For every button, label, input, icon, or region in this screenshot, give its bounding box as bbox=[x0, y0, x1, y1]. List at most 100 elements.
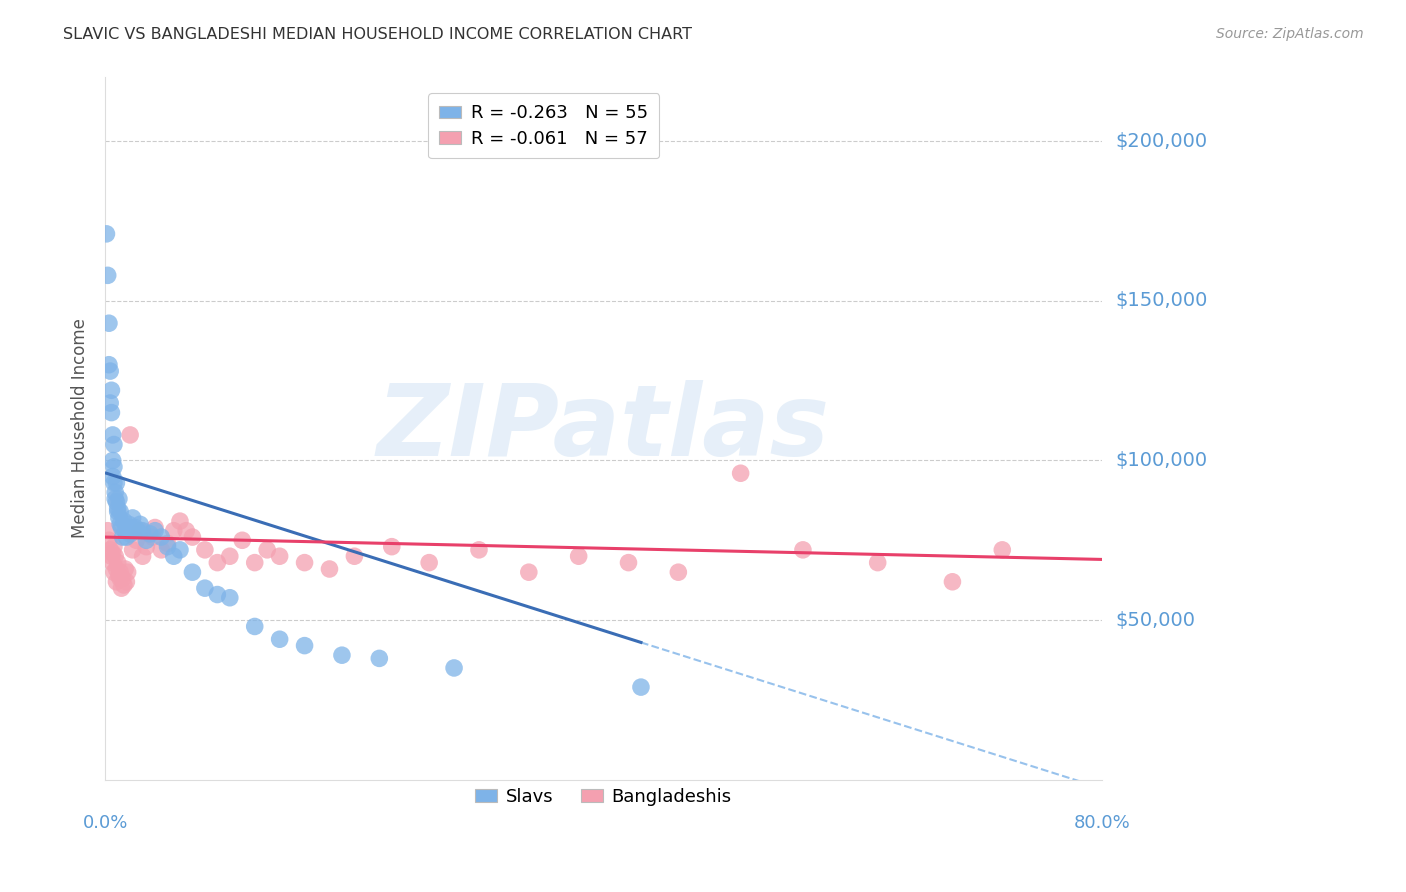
Point bbox=[108, 568, 131, 582]
Point bbox=[103, 565, 125, 579]
Point bbox=[104, 549, 127, 564]
Point bbox=[100, 406, 122, 420]
Point bbox=[97, 524, 120, 538]
Point bbox=[100, 384, 122, 398]
Point bbox=[330, 648, 353, 663]
Point bbox=[169, 542, 191, 557]
Point bbox=[418, 556, 440, 570]
Point bbox=[108, 511, 131, 525]
Point bbox=[115, 530, 138, 544]
Point bbox=[107, 556, 129, 570]
Point bbox=[111, 530, 134, 544]
Point bbox=[108, 565, 131, 579]
Text: 80.0%: 80.0% bbox=[1074, 814, 1130, 832]
Point bbox=[150, 530, 173, 544]
Point bbox=[941, 574, 963, 589]
Point bbox=[163, 549, 186, 564]
Point bbox=[129, 524, 152, 538]
Point bbox=[207, 588, 229, 602]
Text: 0.0%: 0.0% bbox=[83, 814, 128, 832]
Point bbox=[169, 514, 191, 528]
Point bbox=[118, 517, 141, 532]
Point bbox=[103, 475, 125, 490]
Point bbox=[139, 527, 162, 541]
Point bbox=[194, 542, 217, 557]
Point bbox=[127, 524, 149, 538]
Text: $200,000: $200,000 bbox=[1116, 132, 1208, 151]
Point bbox=[318, 562, 340, 576]
Point bbox=[104, 485, 127, 500]
Text: $150,000: $150,000 bbox=[1116, 292, 1208, 310]
Point bbox=[103, 540, 125, 554]
Point bbox=[135, 533, 157, 548]
Point bbox=[103, 437, 125, 451]
Point bbox=[129, 517, 152, 532]
Point bbox=[630, 680, 652, 694]
Point bbox=[120, 428, 142, 442]
Point bbox=[468, 542, 491, 557]
Y-axis label: Median Household Income: Median Household Income bbox=[72, 318, 89, 539]
Point bbox=[174, 524, 197, 538]
Point bbox=[617, 556, 640, 570]
Point bbox=[117, 520, 139, 534]
Point bbox=[243, 556, 266, 570]
Point bbox=[143, 524, 166, 538]
Point bbox=[105, 475, 128, 490]
Point bbox=[124, 520, 146, 534]
Point bbox=[231, 533, 253, 548]
Point bbox=[104, 491, 127, 506]
Point bbox=[294, 639, 316, 653]
Point bbox=[194, 581, 217, 595]
Point bbox=[121, 542, 143, 557]
Point bbox=[150, 542, 173, 557]
Point bbox=[111, 572, 134, 586]
Point bbox=[96, 227, 118, 241]
Point bbox=[107, 501, 129, 516]
Point bbox=[114, 562, 136, 576]
Point bbox=[866, 556, 889, 570]
Point bbox=[98, 364, 121, 378]
Point bbox=[131, 524, 153, 538]
Point bbox=[143, 520, 166, 534]
Point bbox=[368, 651, 391, 665]
Text: ZIPatlas: ZIPatlas bbox=[377, 380, 830, 477]
Point bbox=[103, 459, 125, 474]
Point bbox=[121, 511, 143, 525]
Text: SLAVIC VS BANGLADESHI MEDIAN HOUSEHOLD INCOME CORRELATION CHART: SLAVIC VS BANGLADESHI MEDIAN HOUSEHOLD I… bbox=[63, 27, 692, 42]
Point bbox=[110, 520, 132, 534]
Point bbox=[443, 661, 465, 675]
Point bbox=[792, 542, 814, 557]
Point bbox=[97, 533, 120, 548]
Point bbox=[135, 540, 157, 554]
Point bbox=[666, 565, 689, 579]
Point bbox=[98, 396, 121, 410]
Point bbox=[517, 565, 540, 579]
Text: Source: ZipAtlas.com: Source: ZipAtlas.com bbox=[1216, 27, 1364, 41]
Point bbox=[112, 514, 135, 528]
Point bbox=[269, 549, 291, 564]
Point bbox=[991, 542, 1014, 557]
Point bbox=[120, 527, 142, 541]
Point bbox=[97, 268, 120, 283]
Point bbox=[181, 530, 204, 544]
Point bbox=[163, 524, 186, 538]
Point bbox=[108, 491, 131, 506]
Point bbox=[101, 546, 124, 560]
Point bbox=[112, 578, 135, 592]
Legend: Slavs, Bangladeshis: Slavs, Bangladeshis bbox=[468, 780, 740, 813]
Point bbox=[115, 574, 138, 589]
Point bbox=[125, 533, 148, 548]
Point bbox=[381, 540, 404, 554]
Point bbox=[218, 549, 240, 564]
Point bbox=[181, 565, 204, 579]
Point bbox=[101, 556, 124, 570]
Point bbox=[218, 591, 240, 605]
Point bbox=[100, 549, 122, 564]
Point bbox=[105, 562, 128, 576]
Point bbox=[117, 565, 139, 579]
Point bbox=[294, 556, 316, 570]
Point bbox=[114, 524, 136, 538]
Point bbox=[207, 556, 229, 570]
Point bbox=[108, 517, 131, 532]
Point bbox=[730, 467, 752, 481]
